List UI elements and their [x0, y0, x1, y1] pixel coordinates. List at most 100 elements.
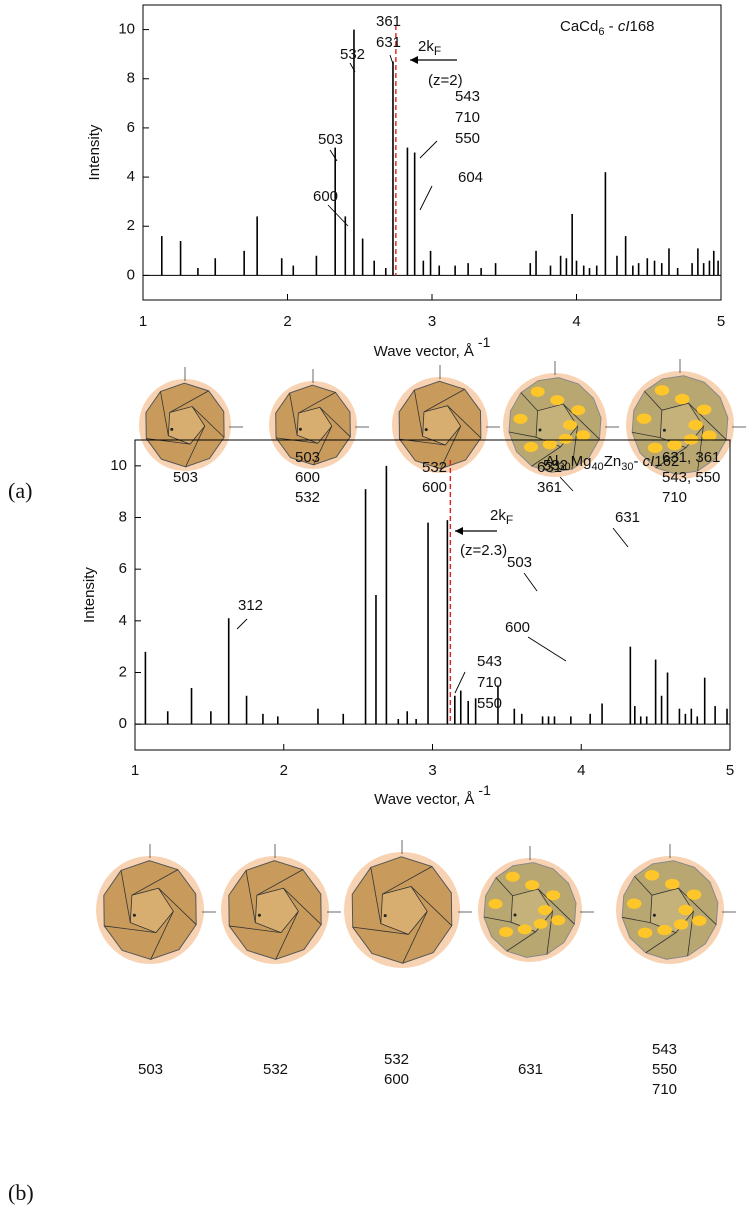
edge [169, 390, 209, 413]
edge [413, 389, 423, 437]
cluster-shell [626, 359, 746, 479]
center-dot [298, 427, 302, 431]
spot [654, 385, 670, 396]
edge [402, 911, 428, 964]
peak-annotation: 312 [238, 597, 263, 614]
edge [275, 911, 299, 960]
x-axis-label: Wave vector, Å-1 [374, 334, 491, 360]
y-axis-label: Intensity [86, 124, 103, 180]
peak-annotation: 604 [458, 169, 483, 186]
spot [538, 905, 552, 915]
edge [319, 407, 351, 438]
spot [688, 419, 703, 431]
peak-annotation: 503 [318, 131, 343, 148]
title-part: 168 [630, 18, 655, 35]
polyhedron-caption: 532 [384, 1051, 409, 1068]
leader-line [389, 54, 394, 65]
x-tick-label: 1 [131, 762, 139, 779]
peak-annotation: 710 [477, 674, 502, 691]
edge [245, 870, 256, 923]
title-part: 30 [558, 461, 570, 473]
x-tick-label: 4 [577, 762, 585, 779]
peak-annotation: 532 [543, 457, 568, 474]
edge [423, 388, 465, 413]
spot [488, 898, 503, 909]
polyhedron-caption: 710 [652, 1081, 677, 1098]
edge [289, 392, 298, 436]
y-tick-label: 6 [127, 119, 135, 136]
spot [657, 924, 672, 936]
edge [634, 876, 653, 896]
cluster-shell [503, 361, 619, 477]
edge [495, 877, 513, 897]
y-tick-label: 0 [127, 266, 135, 283]
title-part: Zn [604, 453, 622, 470]
edge [506, 931, 536, 952]
peak-annotation: 600 [313, 188, 338, 205]
y-tick-label: 6 [119, 560, 127, 577]
title-part: 162 [654, 453, 679, 470]
edge [158, 887, 197, 925]
spot [530, 386, 545, 397]
peak-annotation: 532 [340, 46, 365, 63]
spot [546, 890, 561, 901]
edge [150, 911, 174, 960]
title-part: Al [545, 453, 558, 470]
spot [667, 439, 682, 451]
face [422, 405, 462, 446]
x-label-main: Wave vector, Å [374, 791, 474, 808]
title-part: 40 [591, 461, 603, 473]
edge [655, 447, 687, 469]
edge [370, 867, 382, 924]
polyhedron-caption: 361 [537, 479, 562, 496]
cluster-shell [344, 840, 472, 968]
spot [692, 915, 707, 926]
x-label-sup: -1 [478, 782, 491, 798]
face [296, 406, 333, 444]
edge [275, 437, 318, 444]
x-tick-label: 4 [572, 313, 580, 330]
spot [576, 430, 591, 441]
y-axis-label: Intensity [81, 567, 98, 623]
spot [550, 395, 565, 406]
spot [571, 405, 586, 416]
edge [644, 391, 663, 411]
spot [517, 924, 532, 935]
cluster-shell [96, 844, 216, 964]
edge [546, 911, 553, 955]
leader-line [327, 204, 349, 227]
center-dot [513, 913, 517, 917]
panel-label: (b) [8, 1180, 34, 1205]
edge [697, 426, 704, 472]
spot [542, 439, 557, 450]
polyhedron-caption: 600 [295, 469, 320, 486]
leader-line [329, 149, 338, 162]
center-dot [383, 914, 387, 918]
polyhedron-caption: 543, 550 [662, 469, 720, 486]
polyhedron-caption: 503 [173, 469, 198, 486]
edge [571, 426, 578, 470]
x-tick-label: 3 [428, 313, 436, 330]
peak-annotation: 600 [505, 619, 530, 636]
polyhedron-caption: 532 [422, 459, 447, 476]
edge [185, 425, 206, 467]
leader-line [419, 140, 438, 159]
edge [313, 425, 333, 466]
polyhedron-caption: 600 [422, 479, 447, 496]
leader-line [612, 527, 629, 548]
edge [622, 916, 651, 924]
spot [683, 434, 699, 445]
leader-line [419, 185, 433, 211]
center-dot [170, 427, 174, 431]
spot [563, 420, 577, 430]
edge [120, 870, 131, 923]
polyhedron-caption: 543 [652, 1041, 677, 1058]
center-dot [662, 428, 666, 432]
fermi-sub: F [506, 513, 513, 527]
edge [229, 925, 282, 934]
spot [499, 926, 514, 937]
title-part: cI [643, 453, 655, 470]
edge [531, 446, 561, 467]
y-tick-label: 0 [119, 715, 127, 732]
edge [256, 869, 304, 896]
